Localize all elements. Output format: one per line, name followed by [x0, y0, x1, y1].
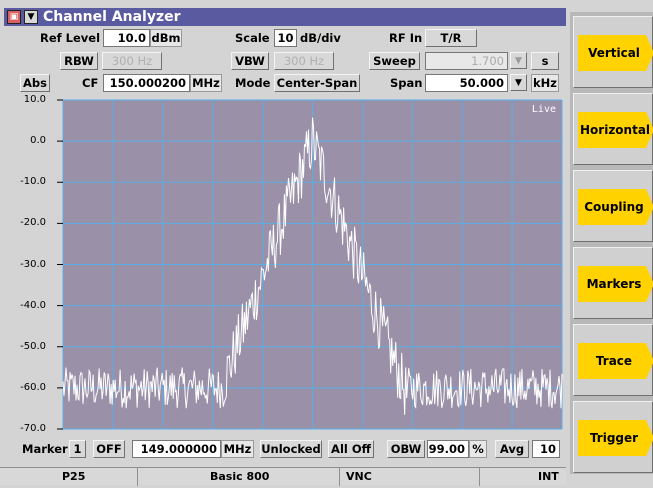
softkey-vertical[interactable]: Vertical — [573, 16, 653, 88]
scale-field[interactable]: 10 — [274, 29, 297, 47]
sweep-field[interactable]: 1.700 — [425, 52, 508, 70]
span-label: Span — [390, 76, 423, 90]
y-axis-ticks — [57, 99, 63, 430]
softkey-coupling[interactable]: Coupling — [573, 170, 653, 242]
marker-all-off-button[interactable]: All Off — [328, 440, 374, 458]
mode-button[interactable]: Center-Span — [274, 74, 360, 92]
status-standard: P25 — [0, 468, 138, 486]
softkey-trigger[interactable]: Trigger — [573, 401, 653, 473]
y-tick-label: -20.0 — [20, 217, 46, 229]
softkey-label: Vertical — [588, 46, 640, 60]
obw-field[interactable]: 99.00 — [427, 440, 469, 458]
softkey-label: Trace — [595, 354, 633, 368]
y-tick-label: -40.0 — [20, 299, 46, 311]
ref-level-field[interactable]: 10.0 — [103, 29, 150, 47]
cf-label: CF — [82, 76, 99, 90]
y-tick-label: -10.0 — [20, 176, 46, 188]
ref-level-label: Ref Level — [40, 31, 101, 45]
rbw-button[interactable]: RBW — [60, 52, 98, 70]
softkey-arrow-icon — [578, 112, 653, 148]
sweep-button[interactable]: Sweep — [369, 52, 420, 70]
rf-in-button[interactable]: T/R — [425, 29, 477, 47]
softkey-trace[interactable]: Trace — [573, 324, 653, 396]
softkey-horizontal[interactable]: Horizontal — [573, 93, 653, 165]
softkey-label: Trigger — [589, 431, 639, 445]
sweep-dropdown-icon[interactable]: ▼ — [510, 52, 527, 69]
live-indicator: Live — [532, 104, 556, 115]
marker-off-button[interactable]: OFF — [93, 440, 125, 458]
softkey-arrow-icon — [578, 35, 653, 71]
scale-unit: dB/div — [300, 31, 341, 45]
cf-unit: MHz — [190, 74, 222, 92]
mode-label: Mode — [235, 76, 271, 90]
marker-lock-button[interactable]: Unlocked — [260, 440, 322, 458]
marker-label: Marker — [22, 442, 68, 456]
softkey-label: Coupling — [584, 200, 644, 214]
softkey-arrow-icon — [578, 343, 653, 379]
status-band: Basic 800 — [138, 468, 340, 486]
y-tick-label: -70.0 — [20, 423, 46, 434]
softkey-arrow-icon — [578, 189, 653, 225]
plot-grid — [62, 99, 563, 430]
y-tick-label: -50.0 — [20, 340, 46, 352]
rbw-field[interactable]: 300 Hz — [102, 52, 162, 70]
marker-freq-unit: MHz — [221, 440, 254, 458]
softkey-panel: Vertical Horizontal Coupling Markers Tra… — [570, 12, 653, 474]
cf-field[interactable]: 150.000200 — [103, 74, 190, 92]
status-bar: P25 Basic 800 VNC INT — [0, 467, 566, 486]
window-menu-icon[interactable]: ▣ — [7, 10, 21, 24]
spectrum-trace — [62, 117, 563, 415]
rf-in-label: RF In — [389, 31, 423, 45]
softkey-label: Markers — [586, 277, 642, 291]
abs-button[interactable]: Abs — [20, 74, 50, 92]
avg-button[interactable]: Avg — [495, 440, 529, 458]
sweep-unit[interactable]: s — [531, 52, 559, 70]
marker-freq-field[interactable]: 149.000000 — [132, 440, 221, 458]
window-title: Channel Analyzer — [43, 9, 181, 25]
softkey-arrow-icon — [578, 420, 653, 456]
vbw-button[interactable]: VBW — [231, 52, 269, 70]
spectrum-display: Live — [57, 99, 563, 430]
softkey-arrow-icon — [578, 266, 653, 302]
span-dropdown-icon[interactable]: ▼ — [510, 74, 527, 91]
dropdown-arrow-icon[interactable]: ▼ — [24, 10, 38, 24]
y-tick-label: -30.0 — [20, 258, 46, 270]
softkey-label: Horizontal — [580, 123, 651, 137]
marker-number-button[interactable]: 1 — [69, 440, 86, 458]
spectrum-plot[interactable]: 10.0 0.0 -10.0 -20.0 -30.0 -40.0 -50.0 -60.0 -70… — [0, 91, 566, 437]
span-field[interactable]: 50.000 — [425, 74, 508, 92]
y-tick-label: -60.0 — [20, 381, 46, 393]
obw-button[interactable]: OBW — [387, 440, 425, 458]
status-reference: INT — [538, 470, 559, 483]
ref-level-unit: dBm — [150, 29, 182, 47]
title-bar: ▣ ▼ Channel Analyzer — [4, 8, 566, 26]
avg-field[interactable]: 10 — [532, 440, 560, 458]
span-unit: kHz — [531, 74, 559, 92]
vbw-field[interactable]: 300 Hz — [274, 52, 334, 70]
y-tick-label: 10.0 — [23, 94, 46, 105]
obw-unit: % — [469, 440, 487, 458]
y-tick-label: 0.0 — [30, 135, 46, 147]
scale-label: Scale — [235, 31, 270, 45]
status-connection: VNC — [340, 468, 480, 486]
softkey-markers[interactable]: Markers — [573, 247, 653, 319]
